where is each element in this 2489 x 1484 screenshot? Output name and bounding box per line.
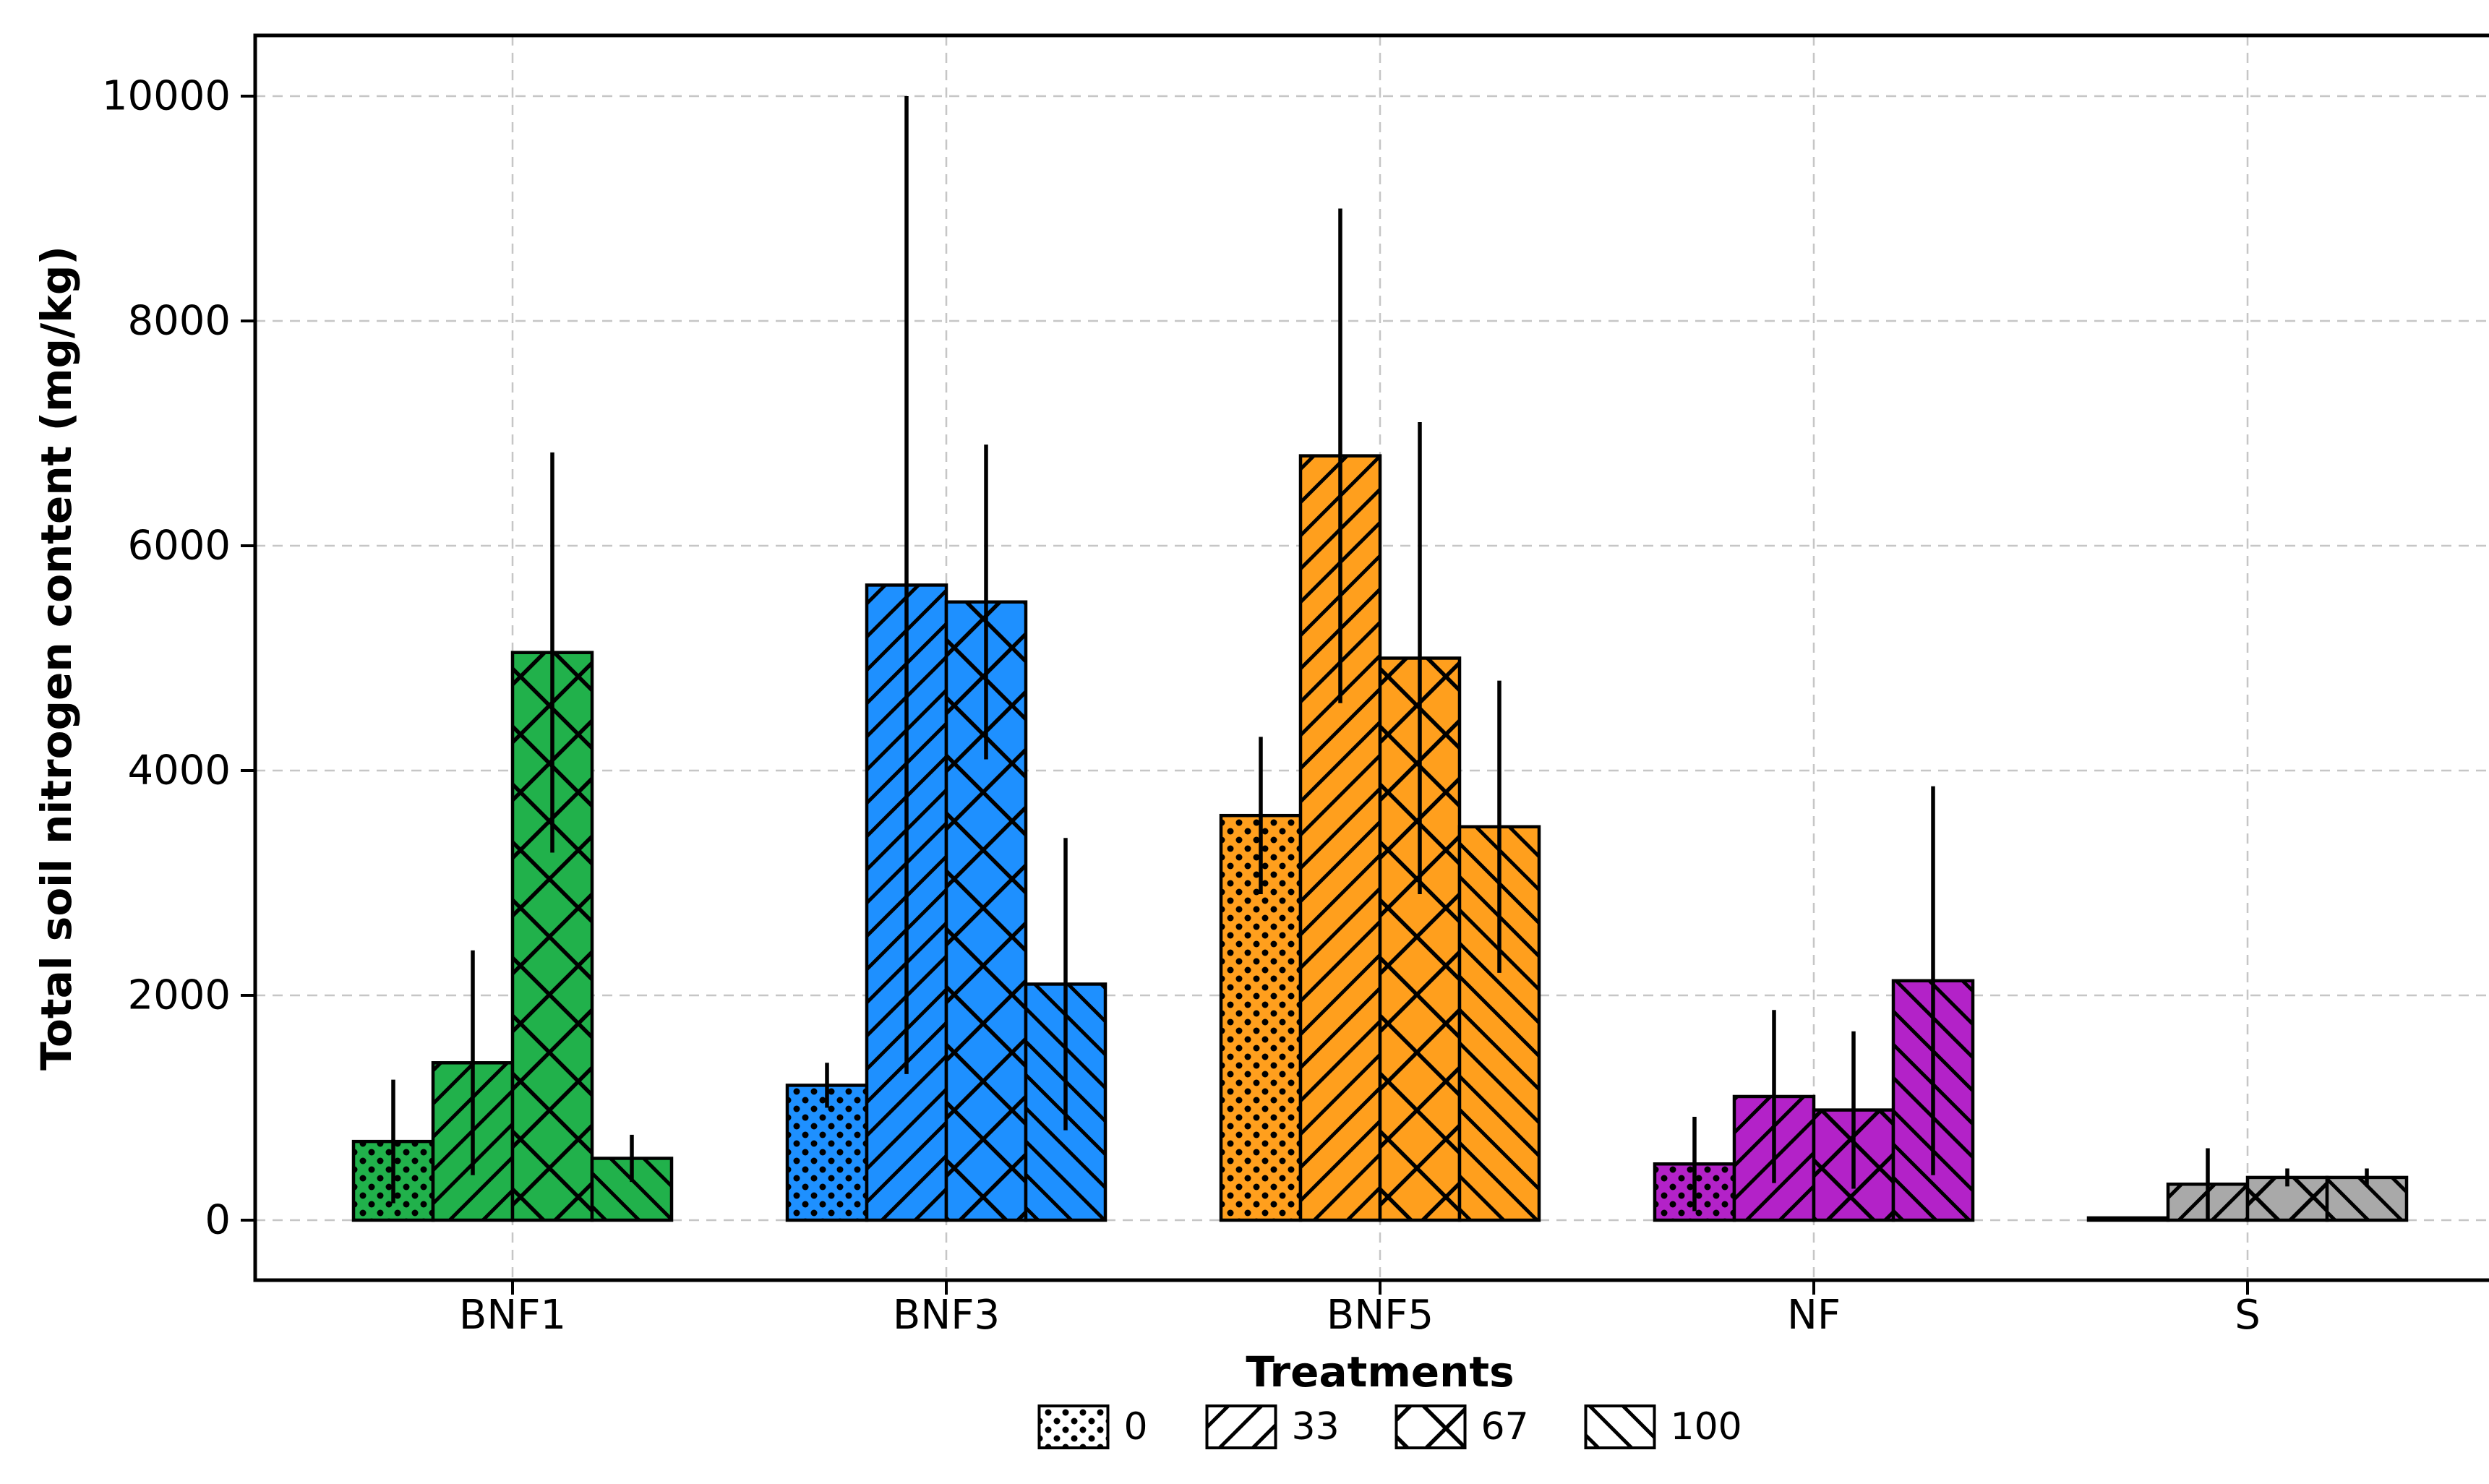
error-bars (391, 96, 2369, 1220)
x-tick-label-BNF1: BNF1 (459, 1292, 566, 1339)
legend-label-100: 100 (1671, 1405, 1742, 1449)
bar-chart-canvas: 0 2000 4000 6000 8000 10000 BNF1 BNF3 BNF5 NF S Tre… (32, 33, 2489, 1449)
x-tick-label-S: S (2235, 1292, 2261, 1339)
y-tick-label-8000: 8000 (127, 298, 231, 345)
y-tick-label-0: 0 (205, 1197, 231, 1244)
y-tick-label-2000: 2000 (127, 972, 231, 1019)
legend-label-67: 67 (1481, 1405, 1529, 1449)
y-tick-label-4000: 4000 (127, 747, 231, 794)
x-tick-label-BNF5: BNF5 (1327, 1292, 1434, 1339)
axis-ticks (241, 95, 2249, 1295)
bar-chart-figure: 0 2000 4000 6000 8000 10000 BNF1 BNF3 BNF5 NF S Tre… (29, 12, 2489, 1484)
legend-label-0: 0 (1124, 1405, 1148, 1449)
legend-label-33: 33 (1292, 1405, 1340, 1449)
y-tick-label-6000: 6000 (127, 523, 231, 570)
legend-swatch-33 (1205, 1404, 1277, 1449)
bar-S-0 (2086, 1216, 2170, 1222)
legend: 0 33 67 100 (1037, 1404, 1742, 1449)
legend-swatch-100 (1584, 1404, 1656, 1449)
bars (351, 454, 2409, 1222)
legend-swatch-67 (1395, 1404, 1467, 1449)
y-tick-label-10000: 10000 (102, 73, 231, 120)
legend-swatch-0 (1037, 1404, 1110, 1449)
x-axis-label: Treatments (1246, 1347, 1514, 1397)
y-axis-label: Total soil nitrogen content (mg/kg) (32, 246, 81, 1071)
x-tick-label-BNF3: BNF3 (893, 1292, 1000, 1339)
x-tick-label-NF: NF (1787, 1292, 1841, 1339)
